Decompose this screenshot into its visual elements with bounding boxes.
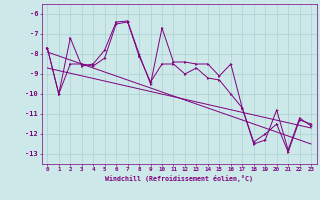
X-axis label: Windchill (Refroidissement éolien,°C): Windchill (Refroidissement éolien,°C) xyxy=(105,175,253,182)
